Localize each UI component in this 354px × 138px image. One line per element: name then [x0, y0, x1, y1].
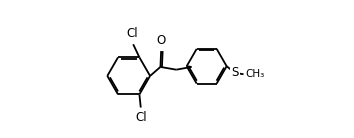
- Text: Cl: Cl: [127, 27, 138, 40]
- Text: Cl: Cl: [136, 111, 147, 124]
- Text: O: O: [156, 34, 166, 47]
- Text: S: S: [231, 66, 239, 79]
- Text: CH₃: CH₃: [245, 69, 264, 79]
